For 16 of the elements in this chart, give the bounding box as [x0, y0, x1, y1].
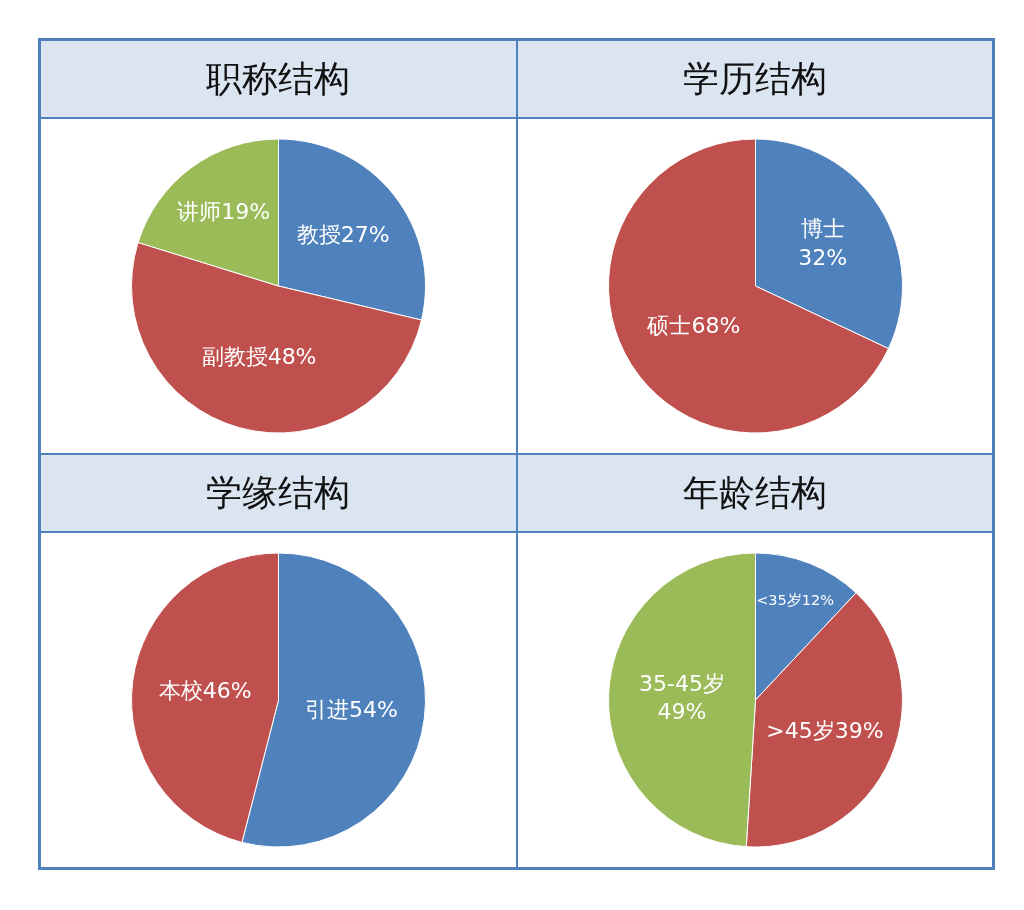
- slice-label: 教授27%: [296, 222, 390, 248]
- chart-title: 学缘结构: [41, 455, 516, 533]
- slice-label: <35岁12%: [755, 592, 834, 609]
- slice-label: 本校46%: [158, 678, 252, 704]
- slice-label: 引进54%: [304, 696, 398, 722]
- slice-label: 硕士68%: [645, 312, 740, 338]
- chart-title: 职称结构: [41, 41, 516, 119]
- slice-label: 讲师19%: [177, 199, 271, 225]
- slice-label: 副教授48%: [201, 344, 317, 370]
- slice-label: >45岁39%: [765, 717, 884, 743]
- data-label: 49%: [657, 699, 706, 725]
- chart-title: 年龄结构: [517, 455, 992, 533]
- slice-label: 35-45岁: [638, 670, 725, 696]
- data-label: 32%: [797, 245, 847, 271]
- chart-title: 学历结构: [517, 41, 992, 119]
- slice-label: 博士: [800, 216, 845, 242]
